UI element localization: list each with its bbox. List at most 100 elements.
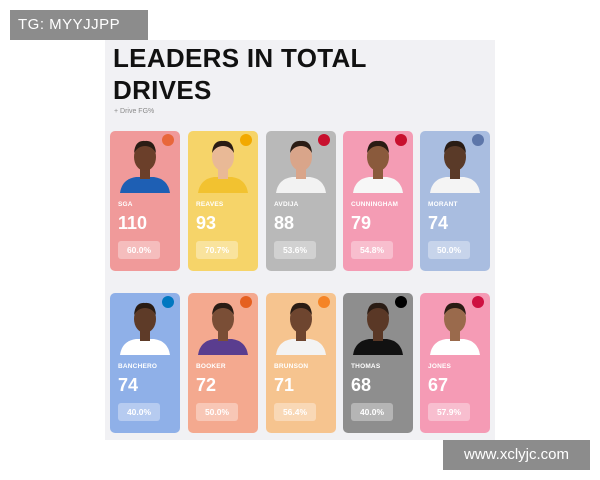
total-drives-value: 68 xyxy=(351,375,372,395)
player-card: BOOKER 72 50.0% xyxy=(188,293,258,433)
player-card: BANCHERO 74 40.0% xyxy=(110,293,180,433)
neck-shape xyxy=(140,331,150,341)
player-name: THOMAS xyxy=(351,363,381,370)
hair-shape xyxy=(212,302,234,315)
player-name: JONES xyxy=(428,363,452,370)
hair-shape xyxy=(367,140,389,153)
player-name: MORANT xyxy=(428,201,458,208)
neck-shape xyxy=(140,169,150,179)
total-drives-value: 72 xyxy=(196,375,217,395)
player-card: REAVES 93 70.7% xyxy=(188,131,258,271)
drive-fg-badge: 40.0% xyxy=(118,403,160,421)
neck-shape xyxy=(218,169,228,179)
jersey-shape xyxy=(276,177,326,193)
neck-shape xyxy=(218,331,228,341)
player-headshot xyxy=(353,140,403,193)
drive-fg-badge: 40.0% xyxy=(351,403,393,421)
player-name: SGA xyxy=(118,201,133,208)
hair-shape xyxy=(212,140,234,153)
circle-logo-icon xyxy=(318,134,330,146)
neck-shape xyxy=(450,169,460,179)
head-shape xyxy=(134,143,156,171)
hair-shape xyxy=(444,302,466,315)
neck-shape xyxy=(450,331,460,341)
jersey-shape xyxy=(353,339,403,355)
player-card: CUNNINGHAM 79 54.8% xyxy=(343,131,413,271)
head-shape xyxy=(290,305,312,333)
jersey-shape xyxy=(276,339,326,355)
total-drives-value: 88 xyxy=(274,213,295,233)
watermark-top: TG: MYYJJPP xyxy=(10,10,148,40)
player-name: BOOKER xyxy=(196,363,226,370)
watermark-bottom: www.xclyjc.com xyxy=(443,440,590,470)
total-drives-value: 93 xyxy=(196,213,217,233)
player-headshot xyxy=(198,140,248,193)
neck-shape xyxy=(373,331,383,341)
head-shape xyxy=(444,143,466,171)
jersey-shape xyxy=(198,177,248,193)
player-name: BANCHERO xyxy=(118,363,158,370)
drive-fg-badge: 70.7% xyxy=(196,241,238,259)
player-name: CUNNINGHAM xyxy=(351,201,399,208)
head-shape xyxy=(134,305,156,333)
total-drives-value: 74 xyxy=(118,375,139,395)
total-drives-value: 71 xyxy=(274,375,295,395)
circle-logo-icon xyxy=(395,134,407,146)
title-line-1: LEADERS IN TOTAL xyxy=(113,43,367,73)
drive-fg-badge: 50.0% xyxy=(428,241,470,259)
neck-shape xyxy=(373,169,383,179)
jersey-shape xyxy=(353,177,403,193)
drive-fg-badge: 50.0% xyxy=(196,403,238,421)
page-title: LEADERS IN TOTAL DRIVES xyxy=(113,42,367,106)
player-headshot xyxy=(276,140,326,193)
player-headshot xyxy=(430,302,480,355)
head-shape xyxy=(444,305,466,333)
head-shape xyxy=(212,305,234,333)
drive-fg-badge: 54.8% xyxy=(351,241,393,259)
player-headshot xyxy=(430,140,480,193)
circle-logo-icon xyxy=(162,134,174,146)
hair-shape xyxy=(290,302,312,315)
player-name: BRUNSON xyxy=(274,363,309,370)
circle-logo-icon xyxy=(472,134,484,146)
jersey-shape xyxy=(120,339,170,355)
jersey-shape xyxy=(198,339,248,355)
player-card: THOMAS 68 40.0% xyxy=(343,293,413,433)
player-name: REAVES xyxy=(196,201,224,208)
player-card: JONES 67 57.9% xyxy=(420,293,490,433)
circle-logo-icon xyxy=(162,296,174,308)
player-headshot xyxy=(276,302,326,355)
player-headshot xyxy=(353,302,403,355)
total-drives-value: 67 xyxy=(428,375,449,395)
head-shape xyxy=(367,143,389,171)
hair-shape xyxy=(444,140,466,153)
title-line-2: DRIVES xyxy=(113,75,212,105)
player-headshot xyxy=(120,302,170,355)
hair-shape xyxy=(134,302,156,315)
jersey-shape xyxy=(430,177,480,193)
circle-logo-icon xyxy=(395,296,407,308)
player-headshot xyxy=(120,140,170,193)
head-shape xyxy=(367,305,389,333)
player-card: MORANT 74 50.0% xyxy=(420,131,490,271)
legend-note: + Drive FG% xyxy=(114,108,155,115)
drive-fg-badge: 57.9% xyxy=(428,403,470,421)
drive-fg-badge: 56.4% xyxy=(274,403,316,421)
player-headshot xyxy=(198,302,248,355)
jersey-shape xyxy=(120,177,170,193)
player-card: AVDIJA 88 53.6% xyxy=(266,131,336,271)
total-drives-value: 79 xyxy=(351,213,372,233)
hair-shape xyxy=(290,140,312,153)
total-drives-value: 110 xyxy=(118,213,148,233)
total-drives-value: 74 xyxy=(428,213,449,233)
drive-fg-badge: 53.6% xyxy=(274,241,316,259)
player-name: AVDIJA xyxy=(274,201,299,208)
hair-shape xyxy=(134,140,156,153)
jersey-shape xyxy=(430,339,480,355)
player-card: BRUNSON 71 56.4% xyxy=(266,293,336,433)
circle-logo-icon xyxy=(318,296,330,308)
circle-logo-icon xyxy=(240,134,252,146)
head-shape xyxy=(212,143,234,171)
head-shape xyxy=(290,143,312,171)
